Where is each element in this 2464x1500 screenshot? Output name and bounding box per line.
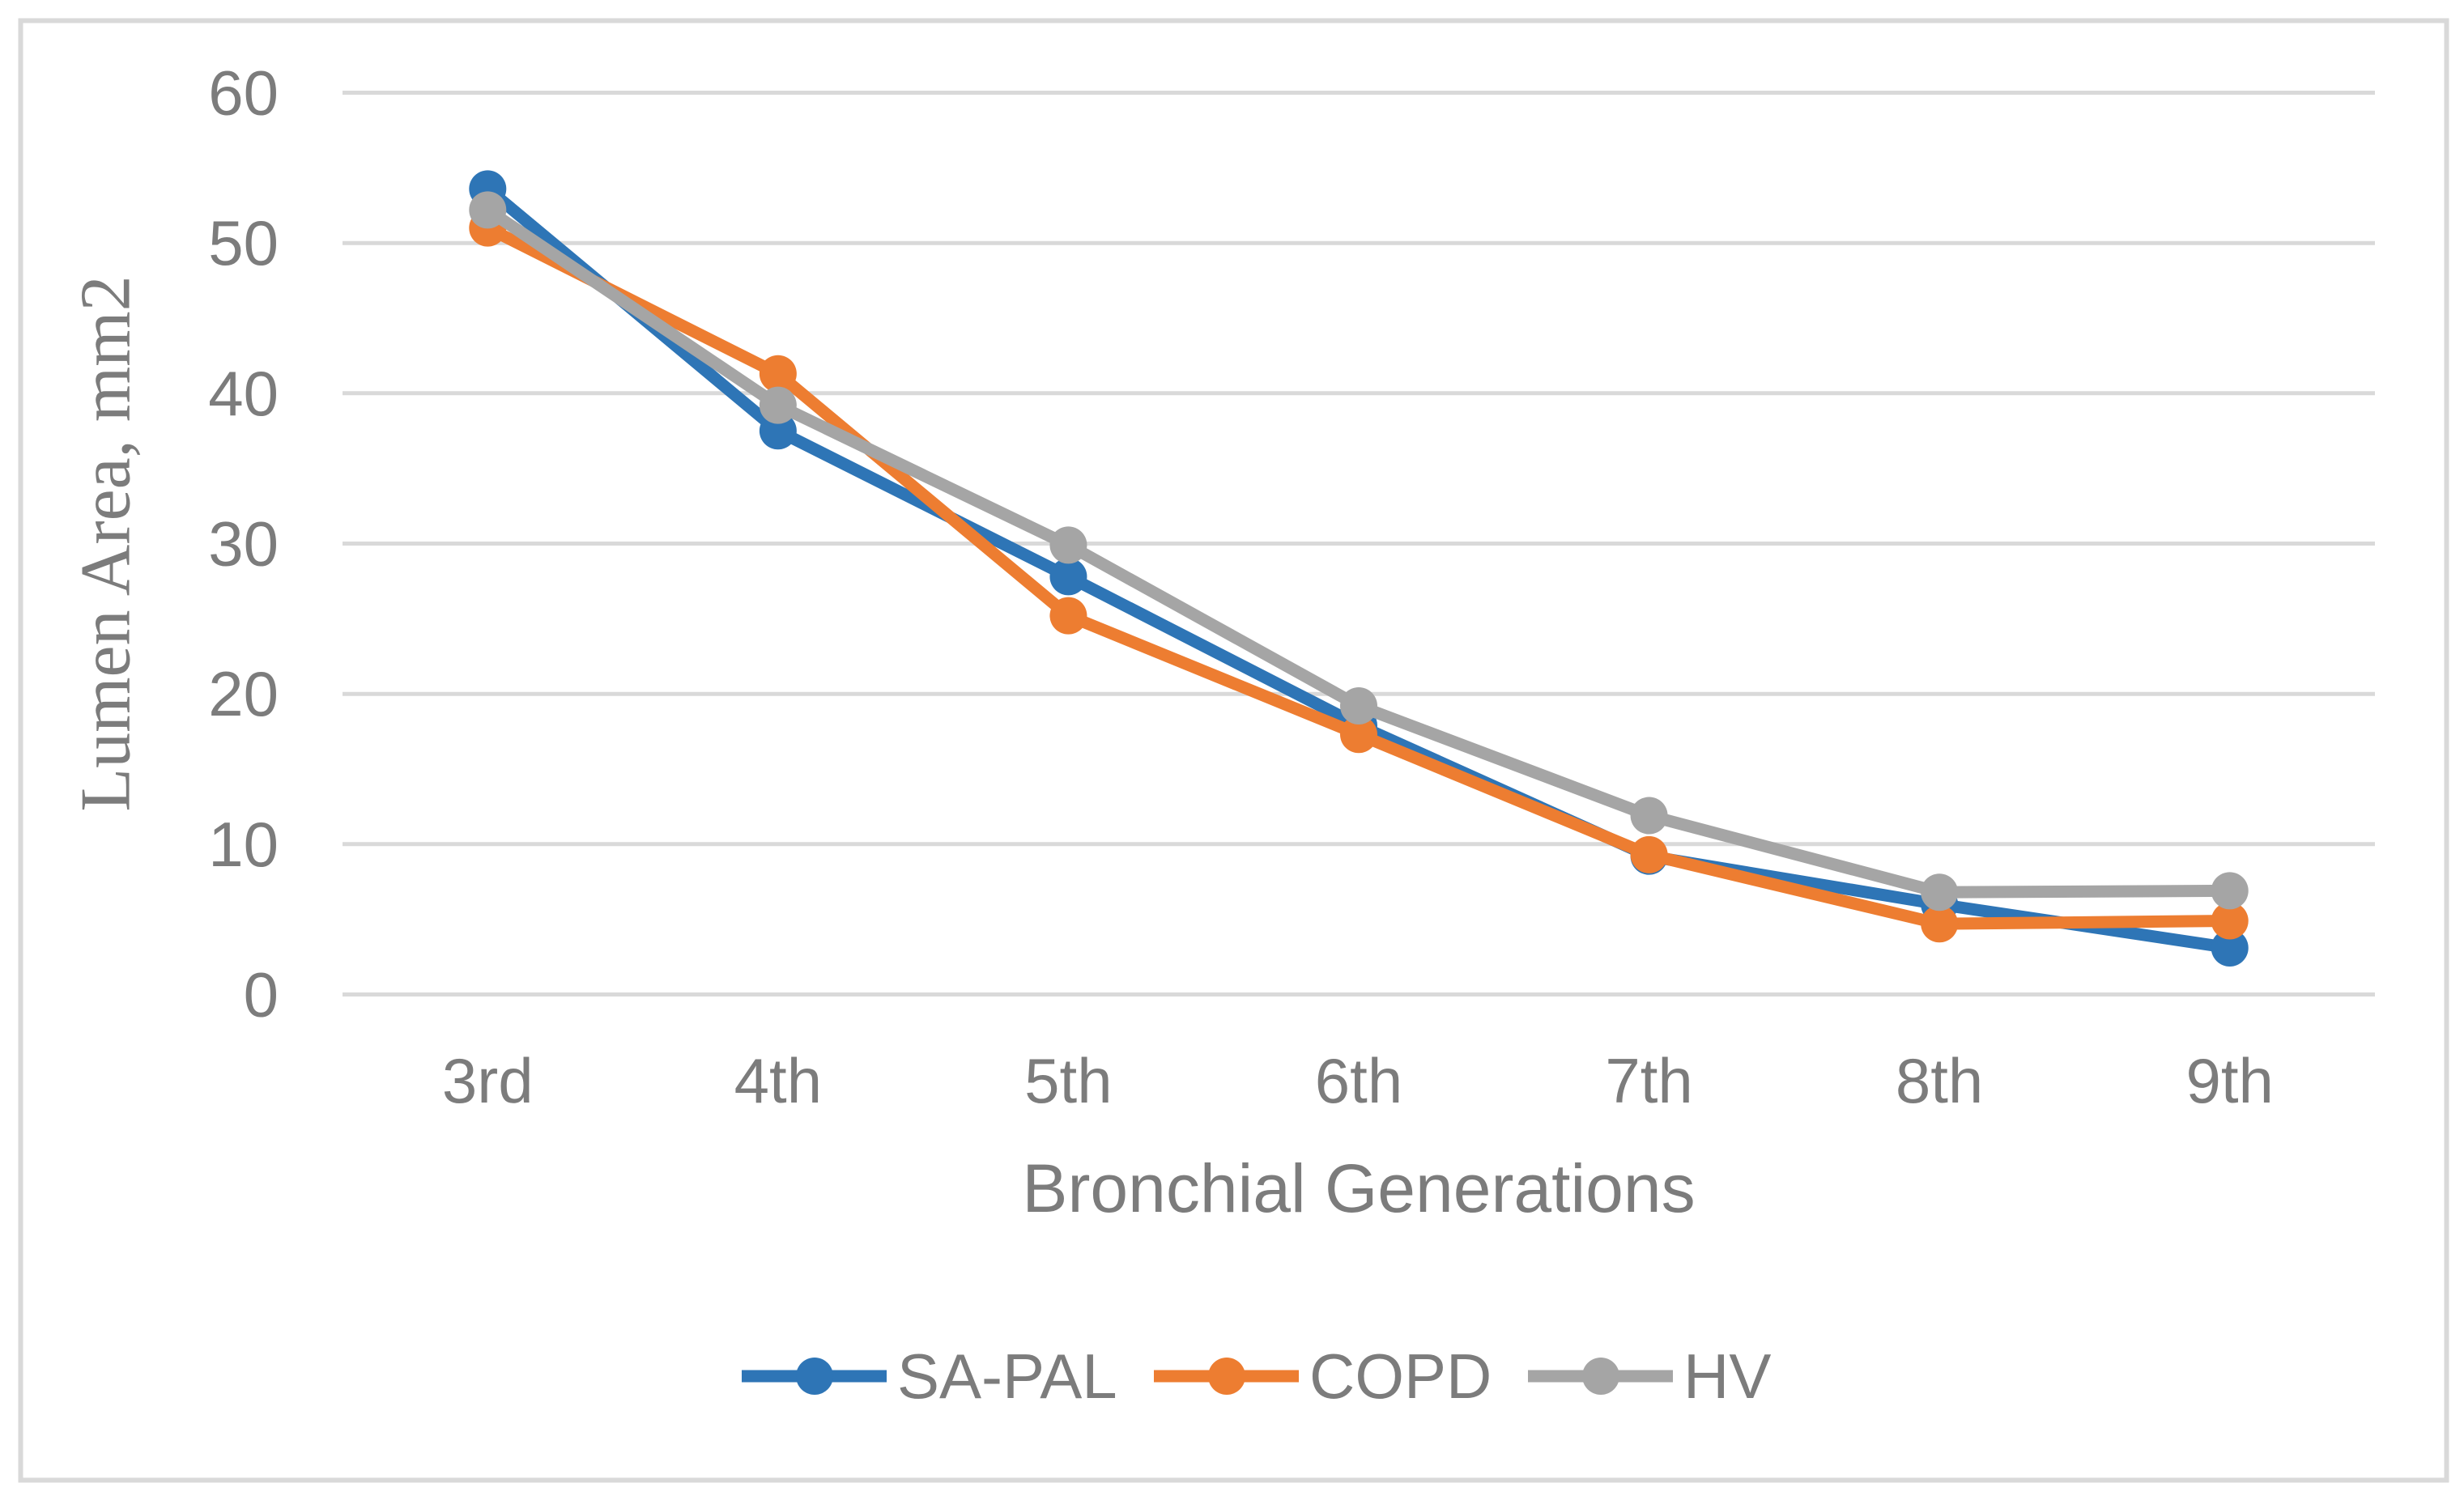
x-tick-3rd: 3rd: [442, 1045, 534, 1116]
series-copd: [469, 209, 2249, 943]
legend-marker-copd: [1208, 1358, 1245, 1395]
data-marker-copd-9th: [2211, 902, 2249, 940]
y-tick-20: 20: [208, 658, 279, 729]
x-axis-title: Bronchial Generations: [1022, 1150, 1695, 1226]
x-tick-8th: 8th: [1896, 1045, 1983, 1116]
data-marker-hv-5th: [1049, 526, 1087, 564]
data-marker-hv-9th: [2211, 872, 2249, 910]
y-tick-40: 40: [208, 358, 279, 429]
series-line-sa-pal: [483, 184, 2231, 954]
series-sa-pal: [469, 170, 2249, 967]
x-tick-9th: 9th: [2185, 1045, 2273, 1116]
data-marker-copd-5th: [1049, 597, 1087, 635]
x-axis-ticks: 3rd 4th 5th 6th 7th 8th 9th: [442, 1045, 2274, 1116]
y-tick-30: 30: [208, 508, 279, 580]
x-tick-5th: 5th: [1024, 1045, 1112, 1116]
series-line-copd: [484, 222, 2230, 930]
y-tick-10: 10: [208, 809, 279, 880]
data-marker-sa-pal-9th: [2211, 928, 2249, 967]
data-marker-copd-8th: [1921, 905, 1959, 943]
x-tick-7th: 7th: [1605, 1045, 1692, 1116]
legend-marker-sa-pal: [796, 1358, 833, 1395]
data-marker-hv-7th: [1630, 797, 1668, 835]
legend-item-copd: COPD: [1154, 1341, 1492, 1412]
data-marker-copd-7th: [1630, 835, 1668, 873]
y-axis-title: Lumen Area, mm2: [67, 275, 146, 811]
figure-border: [18, 18, 2449, 1483]
legend-item-sa-pal: SA-PAL: [742, 1341, 1117, 1412]
y-axis-ticks: 60 50 40 30 20 10 0: [208, 57, 279, 1030]
legend-item-hv: HV: [1528, 1341, 1771, 1412]
data-marker-hv-8th: [1921, 873, 1959, 911]
legend-marker-hv: [1582, 1358, 1619, 1395]
data-marker-copd-6th: [1340, 716, 1377, 754]
y-tick-60: 60: [208, 57, 279, 129]
legend-label-hv: HV: [1683, 1341, 1771, 1412]
y-tick-0: 0: [244, 959, 279, 1030]
legend: SA-PAL COPD HV: [742, 1341, 1771, 1412]
y-tick-50: 50: [208, 207, 279, 278]
x-tick-4th: 4th: [734, 1045, 822, 1116]
data-marker-hv-3rd: [469, 191, 507, 229]
data-marker-sa-pal-5th: [1049, 558, 1087, 596]
legend-label-copd: COPD: [1309, 1341, 1492, 1412]
data-marker-hv-6th: [1340, 687, 1377, 725]
data-marker-sa-pal-4th: [759, 412, 797, 450]
data-marker-copd-4th: [759, 355, 797, 393]
legend-label-sa-pal: SA-PAL: [897, 1341, 1117, 1412]
gridlines: [343, 91, 2375, 996]
series-line-hv: [484, 205, 2230, 899]
data-marker-hv-4th: [759, 386, 797, 424]
x-tick-6th: 6th: [1315, 1045, 1402, 1116]
series-hv: [469, 191, 2249, 911]
